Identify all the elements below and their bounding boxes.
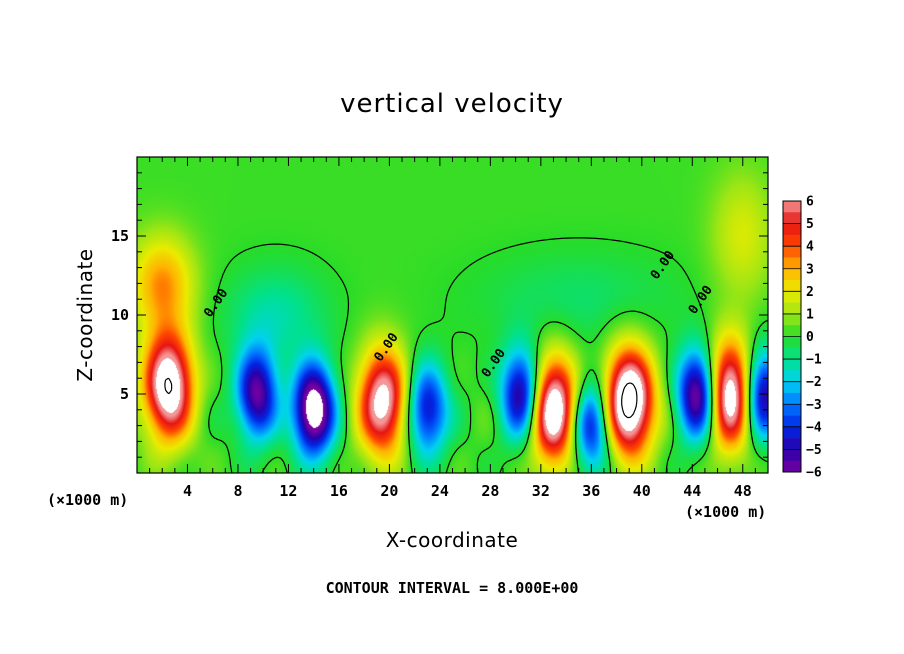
x-tick-label: 20 <box>380 482 398 500</box>
colorbar-swatch <box>783 257 801 270</box>
plot-area: 0.000.00 0.000.000.00 <box>136 156 769 474</box>
colorbar-swatch <box>783 291 801 303</box>
y-tick-label: 5 <box>120 385 129 403</box>
colorbar-swatch <box>783 415 801 428</box>
x-tick-label: 44 <box>683 482 701 500</box>
colorbar-label: −5 <box>806 443 822 458</box>
x-axis: 4 8 12 16 20 24 28 32 36 40 44 48 <box>149 157 756 500</box>
x-unit-label: (×1000 m) <box>685 503 766 521</box>
colorbar-swatch <box>783 426 801 439</box>
x-tick-label: 16 <box>330 482 348 500</box>
y-tick-label: 10 <box>111 306 129 324</box>
colorbar-label: −3 <box>806 398 822 413</box>
x-tick-label: 8 <box>233 482 242 500</box>
colorbar-swatch <box>783 280 801 292</box>
x-tick-label: 48 <box>734 482 752 500</box>
x-tick-label: 24 <box>431 482 449 500</box>
x-tick-label: 12 <box>279 482 297 500</box>
colorbar-label: −6 <box>806 466 822 481</box>
x-tick-label: 36 <box>582 482 600 500</box>
colorbar-swatch <box>783 336 801 349</box>
colorbar-label: 2 <box>806 285 814 300</box>
colorbar-swatch <box>783 370 801 382</box>
colorbar-swatch <box>783 449 801 462</box>
contour-interval-note: CONTOUR INTERVAL = 8.000E+00 <box>326 579 579 597</box>
colorbar-swatch <box>783 381 801 394</box>
colorbar-label: 5 <box>806 217 814 232</box>
z-unit-label: (×1000 m) <box>47 491 128 509</box>
colorbar-swatch <box>783 392 801 405</box>
colorbar-swatch <box>783 246 801 258</box>
colorbar-label: −4 <box>806 420 822 435</box>
colorbar-swatch <box>783 460 801 473</box>
colorbar-label: 4 <box>806 240 814 255</box>
colorbar-swatch <box>783 201 801 213</box>
colorbar-swatch <box>783 302 801 315</box>
y-axis: 5 10 15 <box>111 172 768 458</box>
colorbar-label: 6 <box>806 195 814 210</box>
colorbar-swatch <box>783 234 801 247</box>
contour-line <box>208 237 769 474</box>
colorbar-swatch <box>783 438 801 450</box>
x-tick-label: 4 <box>183 482 192 500</box>
colorbar-swatch <box>783 313 801 326</box>
colorbar: 6 5 4 3 2 1 0 −1 −2 −3 −4 −5 −6 <box>782 195 822 481</box>
colorbar-swatch <box>783 404 801 416</box>
colorbar-label: 1 <box>806 307 814 322</box>
colorbar-label: 3 <box>806 262 814 277</box>
x-tick-label: 28 <box>481 482 499 500</box>
colorbar-swatch <box>783 212 801 224</box>
colorbar-swatch <box>783 347 801 360</box>
contour-lines <box>164 237 769 474</box>
colorbar-label: −1 <box>806 353 822 368</box>
y-axis-label: Z-coordinate <box>73 248 97 381</box>
colorbar-label: 0 <box>806 330 814 345</box>
x-tick-label: 40 <box>633 482 651 500</box>
chart-title: vertical velocity <box>340 89 564 119</box>
colorbar-swatch <box>783 359 801 371</box>
x-axis-label: X-coordinate <box>386 528 519 552</box>
velocity-field-shading <box>137 157 768 473</box>
colorbar-label: −2 <box>806 375 822 390</box>
y-tick-label: 15 <box>111 227 129 245</box>
colorbar-swatch <box>783 268 801 281</box>
x-tick-label: 32 <box>532 482 550 500</box>
colorbar-swatch <box>783 325 801 337</box>
contour-line <box>164 377 638 419</box>
colorbar-swatch <box>783 223 801 236</box>
